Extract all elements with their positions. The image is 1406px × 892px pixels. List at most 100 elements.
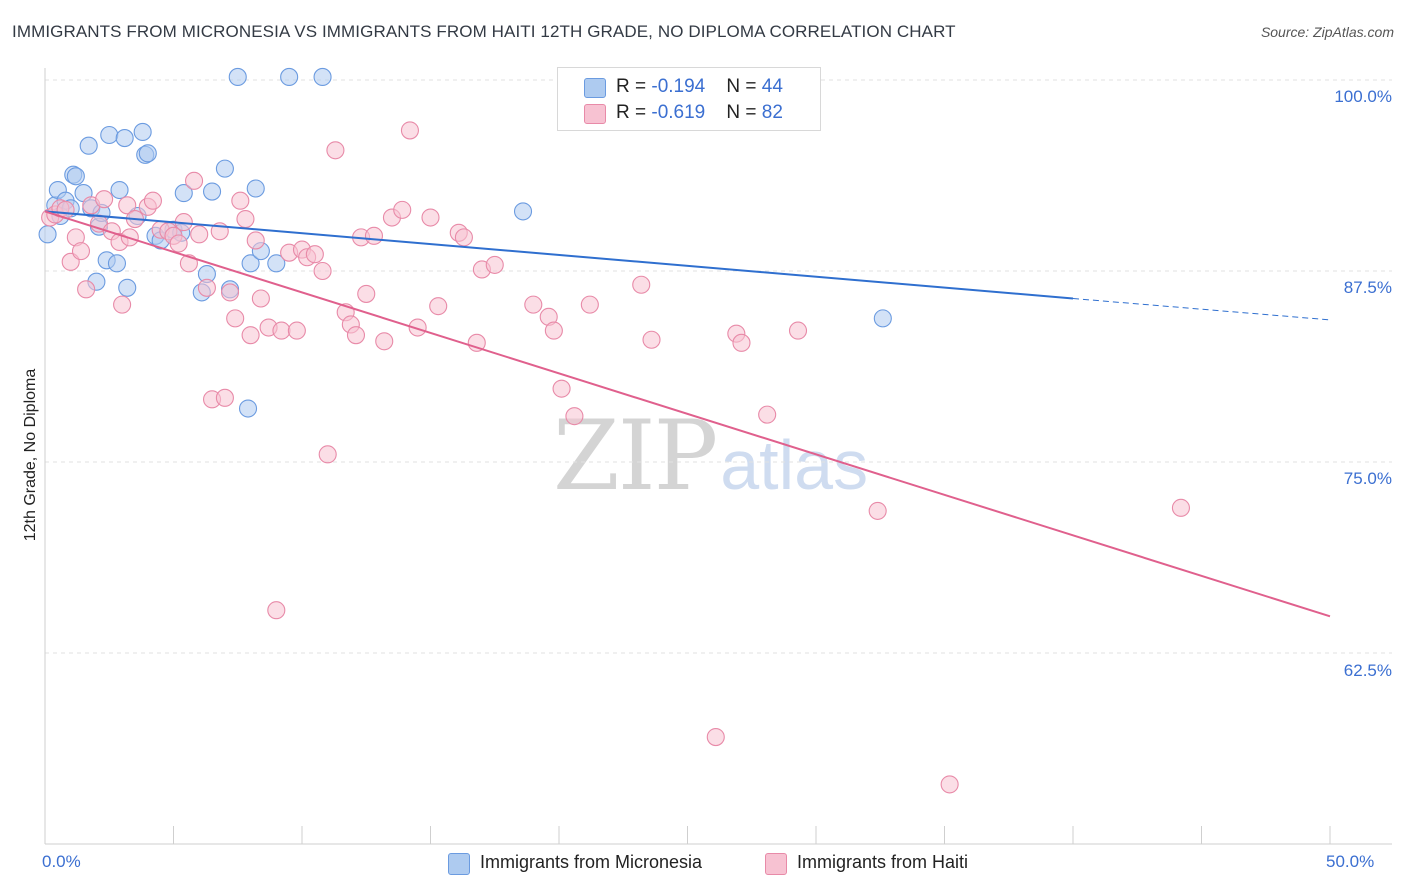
correlation-legend: R = -0.194 N = 44 R = -0.619 N = 82 [557,67,821,131]
chart-title: IMMIGRANTS FROM MICRONESIA VS IMMIGRANTS… [12,22,956,41]
data-point-haiti [95,190,114,209]
data-point-haiti [143,191,162,210]
data-point-haiti [732,333,751,352]
data-point-haiti [190,225,209,244]
data-point-micronesia [873,309,892,328]
legend-r-value: -0.619 [651,102,706,123]
data-point-haiti [215,388,234,407]
data-point-haiti [346,326,366,345]
data-point-haiti [524,295,543,314]
y-tick-label: 75.0% [1343,469,1392,488]
x-tick-label-min: 0.0% [42,852,81,871]
legend-n-value: 82 [761,102,783,123]
legend-n-value: 44 [761,76,783,97]
bottom-legend-swatch-blue [448,853,470,875]
data-point-haiti [241,326,260,345]
data-point-haiti [485,255,504,274]
x-tick-label-max: 50.0% [1326,852,1375,871]
data-point-haiti [375,332,394,351]
data-point-micronesia [79,136,98,155]
data-point-haiti [565,407,584,426]
data-point-haiti [1171,498,1190,517]
data-point-haiti [393,200,412,219]
data-point-haiti [400,121,419,140]
data-point-micronesia [280,67,299,86]
data-point-haiti [267,601,286,620]
data-point-haiti [113,295,132,314]
data-point-haiti [580,295,599,314]
data-point-haiti [287,321,306,340]
data-point-haiti [197,278,216,297]
data-point-micronesia [246,179,265,198]
source-label: Source: ZipAtlas.com [1260,24,1394,40]
data-point-haiti [251,289,270,308]
legend-swatch-pink [584,104,606,124]
data-point-haiti [220,283,240,302]
data-point-haiti [706,727,725,747]
data-point-haiti [357,284,376,303]
y-tick-label: 62.5% [1343,661,1392,680]
data-point-micronesia [100,125,119,145]
y-tick-label: 87.5% [1343,278,1392,297]
data-point-haiti [169,234,188,253]
data-point-micronesia [215,159,234,178]
data-point-haiti [642,330,661,349]
data-point-haiti [454,228,473,247]
data-point-micronesia [313,67,332,86]
data-point-micronesia [203,182,222,201]
data-point-haiti [226,309,245,328]
data-point-haiti [246,231,265,250]
legend-swatch-blue [584,78,606,98]
data-point-haiti [318,445,337,464]
trend-line-extension-micronesia [1072,298,1331,321]
bottom-legend-swatch-pink [765,853,787,875]
data-point-micronesia [133,122,152,142]
y-tick-label: 100.0% [1334,87,1392,106]
data-point-haiti [364,226,384,245]
data-point-micronesia [138,144,157,163]
data-point-haiti [236,209,255,229]
data-point-haiti [940,775,959,794]
data-point-haiti [552,379,571,398]
data-point-haiti [544,321,563,340]
data-point-haiti [71,242,91,261]
data-point-micronesia [38,225,57,244]
data-point-haiti [272,321,291,340]
data-point-micronesia [267,254,286,273]
data-point-haiti [632,275,651,294]
legend-r-value: -0.194 [651,76,706,97]
data-point-haiti [77,280,96,299]
trend-line-micronesia [44,210,1074,300]
data-point-haiti [408,318,427,337]
data-point-haiti [429,297,448,316]
data-point-haiti [326,141,345,160]
data-point-haiti [788,321,808,340]
data-point-haiti [231,191,250,210]
data-point-haiti [868,501,887,520]
bottom-legend-label: Immigrants from Haiti [797,852,969,872]
data-point-micronesia [241,254,260,273]
y-axis-title: 12th Grade, No Diploma [22,368,39,542]
data-point-micronesia [513,202,533,221]
data-point-haiti [758,405,777,424]
data-point-micronesia [107,254,127,273]
data-point-micronesia [110,180,129,200]
data-point-micronesia [66,167,85,186]
legend-r-label: R = [616,76,652,97]
legend-r-label: R = [616,102,652,123]
data-point-micronesia [174,184,193,203]
data-point-haiti [118,196,137,215]
legend-n-label: N = [726,76,762,97]
bottom-legend-label: Immigrants from Micronesia [480,852,703,872]
data-point-micronesia [228,67,247,86]
data-point-haiti [185,171,204,190]
data-point-haiti [313,261,332,281]
data-point-haiti [421,208,440,227]
data-point-haiti [305,245,324,264]
data-point-micronesia [118,278,137,297]
trend-line-haiti [44,210,1331,618]
data-point-micronesia [115,129,134,148]
data-point-micronesia [238,399,258,418]
legend-n-label: N = [726,102,762,123]
